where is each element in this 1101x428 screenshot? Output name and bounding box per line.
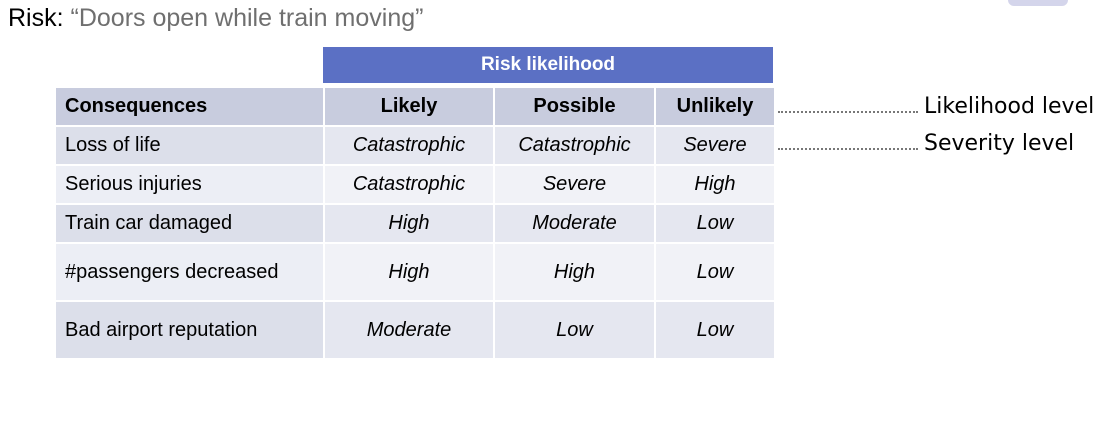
likelihood-leader-line <box>778 111 918 113</box>
possible-cell: Low <box>493 300 656 360</box>
severity-level-label: Severity level <box>924 131 1075 156</box>
corner-decoration <box>1008 0 1068 6</box>
header-unlikely: Unlikely <box>654 86 776 127</box>
table-row: Loss of life Catastrophic Catastrophic S… <box>54 125 776 166</box>
likely-cell: Catastrophic <box>323 125 495 166</box>
header-possible: Possible <box>493 86 656 127</box>
table-header-row: Consequences Likely Possible Unlikely <box>54 86 776 127</box>
table-row: Train car damaged High Moderate Low <box>54 203 776 244</box>
unlikely-cell: Low <box>654 242 776 302</box>
unlikely-cell: High <box>654 164 776 205</box>
table-row: Bad airport reputation Moderate Low Low <box>54 300 776 360</box>
consequence-cell: #passengers decreased <box>54 242 325 302</box>
likely-cell: High <box>323 242 495 302</box>
likelihood-level-label: Likelihood level <box>924 94 1095 119</box>
title-prefix: Risk: <box>8 4 64 32</box>
slide-title: Risk: “Doors open while train moving” <box>8 4 423 33</box>
severity-leader-line <box>778 148 918 150</box>
likely-cell: Moderate <box>323 300 495 360</box>
consequence-cell: Loss of life <box>54 125 325 166</box>
unlikely-cell: Low <box>654 203 776 244</box>
risk-matrix-table: Consequences Likely Possible Unlikely Lo… <box>54 86 776 360</box>
possible-cell: High <box>493 242 656 302</box>
possible-cell: Catastrophic <box>493 125 656 166</box>
consequence-cell: Bad airport reputation <box>54 300 325 360</box>
likely-cell: High <box>323 203 495 244</box>
title-quote: “Doors open while train moving” <box>70 4 424 32</box>
header-consequences: Consequences <box>54 86 325 127</box>
unlikely-cell: Severe <box>654 125 776 166</box>
consequence-cell: Train car damaged <box>54 203 325 244</box>
table-row: Serious injuries Catastrophic Severe Hig… <box>54 164 776 205</box>
table-row: #passengers decreased High High Low <box>54 242 776 302</box>
likely-cell: Catastrophic <box>323 164 495 205</box>
unlikely-cell: Low <box>654 300 776 360</box>
consequence-cell: Serious injuries <box>54 164 325 205</box>
possible-cell: Moderate <box>493 203 656 244</box>
header-likely: Likely <box>323 86 495 127</box>
risk-likelihood-band: Risk likelihood <box>323 47 773 83</box>
possible-cell: Severe <box>493 164 656 205</box>
